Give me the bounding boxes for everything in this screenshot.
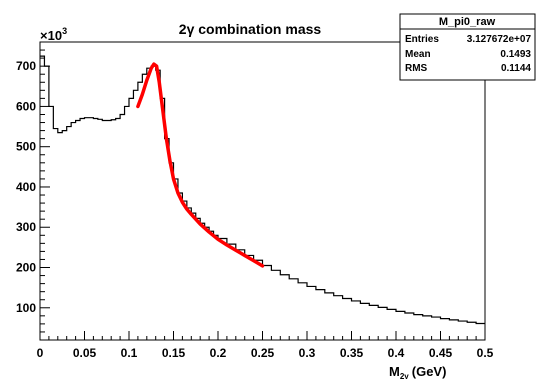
- stats-rms-label: RMS: [405, 63, 428, 74]
- y-axis: 100 200 300 400 500 600 700: [16, 49, 50, 333]
- x-tick-label: 0.1: [121, 346, 138, 360]
- y-tick-label: 600: [16, 99, 36, 113]
- y-tick-label: 700: [16, 59, 36, 73]
- y-exponent-label: ×103: [40, 26, 67, 43]
- x-tick-label: 0.35: [340, 346, 364, 360]
- x-tick-label: 0.15: [162, 346, 186, 360]
- x-tick-label: 0.4: [388, 346, 405, 360]
- y-tick-label: 100: [16, 301, 36, 315]
- x-tick-label: 0.25: [251, 346, 275, 360]
- stats-entries-label: Entries: [405, 34, 439, 45]
- stats-rms-value: 0.1144: [501, 63, 531, 74]
- x-tick-label: 0.45: [429, 346, 453, 360]
- stats-box-title: M_pi0_raw: [439, 16, 496, 28]
- series-layer: [40, 55, 485, 325]
- stats-mean-label: Mean: [405, 49, 431, 60]
- stats-box-frame: [399, 13, 536, 81]
- x-tick-label: 0.3: [299, 346, 316, 360]
- stats-entries-value: 3.127672e+07: [467, 34, 532, 45]
- x-tick-label: 0.05: [73, 346, 97, 360]
- x-axis: 0 0.05 0.1 0.15 0.2 0.25 0.3 0.35 0.4 0.45 0.5: [37, 331, 494, 360]
- stats-mean-value: 0.1493: [500, 49, 531, 60]
- y-tick-label: 400: [16, 180, 36, 194]
- x-tick-label: 0.2: [210, 346, 227, 360]
- x-axis-label: M2γ (GeV): [389, 364, 446, 379]
- fit-curve: [136, 62, 265, 268]
- y-tick-label: 500: [16, 140, 36, 154]
- x-tick-label: 0.5: [477, 346, 494, 360]
- y-tick-label: 300: [16, 220, 36, 234]
- y-tick-label: 200: [16, 261, 36, 275]
- histogram-series: [40, 55, 485, 325]
- x-tick-label: 0: [37, 346, 44, 360]
- stats-box: M_pi0_raw Entries 3.127672e+07 Mean 0.14…: [399, 13, 536, 81]
- chart-title: 2γ combination mass: [179, 21, 322, 37]
